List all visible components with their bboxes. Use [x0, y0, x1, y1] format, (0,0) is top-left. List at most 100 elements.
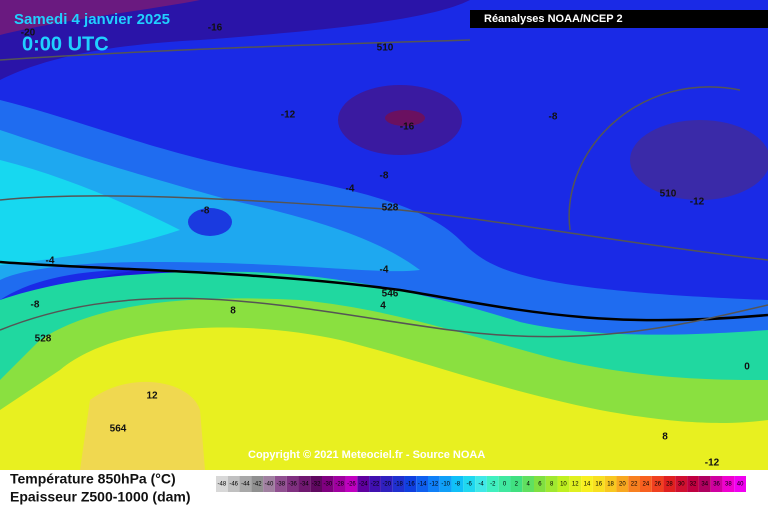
scale-swatch — [310, 476, 322, 492]
contour-label: -4 — [346, 184, 355, 195]
scale-swatch — [522, 476, 534, 492]
scale-swatch — [251, 476, 264, 492]
scale-label: -36 — [288, 482, 297, 488]
scale-label: -42 — [253, 482, 262, 488]
contour-label: -12 — [281, 110, 296, 121]
scale-label: 28 — [666, 482, 673, 488]
contour-label: -8 — [549, 112, 558, 123]
scale-label: 2 — [515, 482, 519, 488]
contour-label: -20 — [21, 28, 36, 39]
thickness-line — [0, 297, 768, 338]
zone-dark — [630, 120, 768, 200]
scale-label: -38 — [276, 482, 285, 488]
scale-swatch — [545, 476, 558, 492]
scale-swatch — [428, 476, 440, 492]
scale-label: -14 — [418, 482, 427, 488]
scale-swatch — [581, 476, 593, 492]
scale-swatch — [263, 476, 275, 492]
scale-swatch — [298, 476, 311, 492]
scale-label: 38 — [725, 482, 732, 488]
scale-swatch — [475, 476, 487, 492]
scale-swatch — [392, 476, 405, 492]
source-bar — [470, 10, 768, 28]
contour-label: -4 — [46, 256, 55, 267]
contour-label: -16 — [400, 122, 415, 133]
scale-swatch — [687, 476, 699, 492]
contour-labels: -20 -16 510 -12 -16 -8 -4 -8 528 -8 -12 510 -4 -8 -4 54… — [21, 23, 750, 469]
scale-label: -20 — [382, 482, 391, 488]
scale-swatch — [557, 476, 570, 492]
scale-label: 34 — [701, 482, 708, 488]
contour-label: 4 — [380, 301, 386, 312]
scale-swatch — [216, 476, 228, 492]
scale-label: -10 — [441, 482, 450, 488]
scale-swatch — [510, 476, 523, 492]
scale-swatch — [369, 476, 381, 492]
scale-swatch — [698, 476, 711, 492]
scale-label: -40 — [265, 482, 274, 488]
scale-swatch — [616, 476, 629, 492]
scale-swatch — [451, 476, 464, 492]
contour-label: 510 — [660, 189, 677, 200]
copyright: Copyright © 2021 Meteociel.fr - Source N… — [248, 449, 485, 461]
scale-label: -26 — [347, 482, 356, 488]
scale-swatch — [274, 476, 287, 492]
scale-label: 8 — [550, 482, 554, 488]
scale-label: -28 — [335, 482, 344, 488]
scale-swatch — [439, 476, 452, 492]
scale-swatch — [333, 476, 346, 492]
source-text: Réanalyses NOAA/NCEP 2 — [484, 13, 623, 25]
contour-label: 0 — [744, 362, 750, 373]
scale-swatch — [380, 476, 393, 492]
thickness-line — [0, 39, 741, 231]
scale-label: 10 — [560, 482, 567, 488]
scale-swatch — [710, 476, 723, 492]
contour-label: 8 — [230, 306, 236, 317]
zone-cyan — [0, 160, 180, 265]
zone-orange — [80, 381, 205, 470]
scale-label: -44 — [241, 482, 250, 488]
contour-label: -12 — [690, 197, 705, 208]
zone-purple — [0, 0, 200, 35]
legend-title: Température 850hPa (°C) — [10, 471, 176, 487]
scale-label: -18 — [394, 482, 403, 488]
scale-label: 32 — [690, 482, 697, 488]
scale-label: 14 — [584, 482, 591, 488]
contour-label: -8 — [380, 171, 389, 182]
scale-swatch — [734, 476, 746, 492]
scale-label: -22 — [371, 482, 380, 488]
contour-label: -8 — [201, 206, 210, 217]
zone-mid-blue — [0, 100, 768, 343]
scale-swatch — [404, 476, 417, 492]
scale-label: 0 — [503, 482, 507, 488]
contour-label: -8 — [31, 300, 40, 311]
scale-label: 30 — [678, 482, 685, 488]
scale-label: 12 — [572, 482, 579, 488]
scale-label: 22 — [631, 482, 638, 488]
scale-label: -46 — [229, 482, 238, 488]
scale-swatch — [286, 476, 299, 492]
scale-swatch — [486, 476, 499, 492]
scale-swatch — [722, 476, 735, 492]
scale-label: 6 — [538, 482, 542, 488]
scale-swatch — [663, 476, 676, 492]
scale-label: 26 — [654, 482, 661, 488]
contour-label: -16 — [208, 23, 223, 34]
scale-swatch — [227, 476, 240, 492]
contour-label: 510 — [377, 43, 394, 54]
scale-swatch — [592, 476, 605, 492]
zone-blue — [188, 208, 232, 236]
scale-swatch — [640, 476, 652, 492]
scale-swatch — [604, 476, 617, 492]
contour-label: 564 — [110, 424, 127, 435]
scale-swatch — [651, 476, 664, 492]
scale-label: 36 — [713, 482, 720, 488]
scale-swatch — [239, 476, 252, 492]
scale-label: 4 — [526, 482, 530, 488]
scale-label: -8 — [455, 482, 461, 488]
thickness-line — [0, 195, 768, 261]
scale-swatch — [628, 476, 640, 492]
scale-label: -4 — [478, 482, 484, 488]
